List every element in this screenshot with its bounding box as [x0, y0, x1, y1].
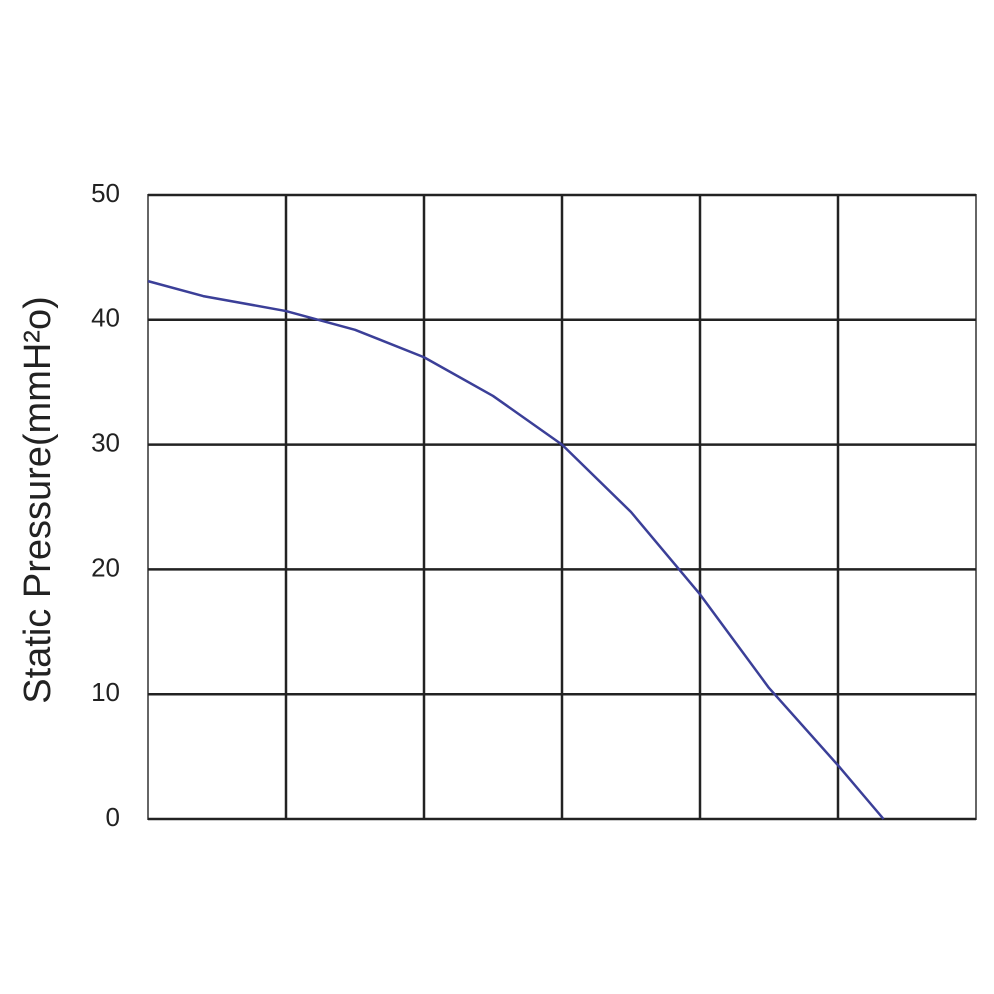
- y-tick-label: 10: [91, 677, 120, 707]
- data-line: [147, 279, 885, 820]
- y-tick-label: 20: [91, 552, 120, 582]
- y-tick-label: 40: [91, 303, 120, 333]
- y-tick-label: 50: [91, 178, 120, 208]
- y-tick-label: 30: [91, 427, 120, 457]
- y-axis-label: Static Pressure(mmH²o): [17, 296, 59, 704]
- y-tick-label: 0: [106, 802, 120, 832]
